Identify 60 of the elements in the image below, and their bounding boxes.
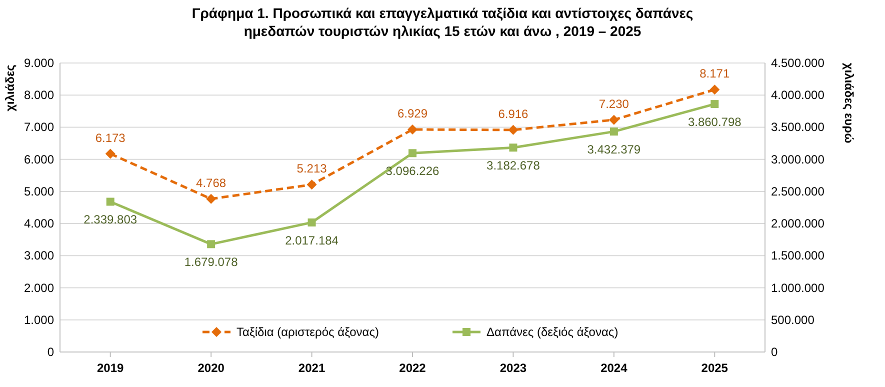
y2-tick-label: 4.500.000	[771, 56, 825, 70]
y-axis-title: χιλιάδες	[3, 64, 17, 112]
x-tick-label: 2022	[399, 361, 426, 375]
point	[608, 114, 619, 125]
point	[106, 198, 114, 206]
point	[206, 194, 216, 204]
point	[509, 144, 518, 152]
point	[710, 100, 719, 108]
data-label: 5.213	[296, 162, 328, 176]
legend-label: Ταξίδια (αριστερός άξονας)	[236, 325, 380, 339]
data-label: 3.432.379	[587, 142, 641, 157]
y2-tick-label: 1.000.000	[771, 280, 825, 295]
y2-tick-label: 4.000.000	[771, 88, 825, 102]
data-label: 8.171	[700, 66, 730, 81]
x-tick-label: 2021	[298, 361, 326, 375]
y2-tick-label: 1.500.000	[771, 248, 825, 263]
y-tick-label: 7.000	[24, 120, 54, 134]
data-label: 6.929	[397, 106, 428, 120]
y-tick-label: 4.000	[24, 216, 54, 231]
y2-axis-title: χιλιάδες ευρώ	[842, 62, 856, 144]
y2-tick-label: 500.000	[771, 312, 815, 327]
y2-tick-label: 3.500.000	[771, 120, 825, 134]
point	[610, 128, 618, 136]
y-tick-label: 5.000	[24, 184, 54, 198]
data-label: 6.173	[95, 130, 126, 145]
point	[207, 240, 216, 248]
y2-tick-label: 3.000.000	[771, 152, 825, 166]
y-tick-label: 0	[47, 345, 54, 359]
point	[710, 84, 720, 95]
data-label: 3.096.226	[386, 164, 440, 178]
y2-tick-label: 2.000.000	[771, 216, 825, 231]
data-label: 4.768	[196, 176, 226, 190]
x-tick-label: 2020	[198, 361, 225, 375]
point	[308, 218, 316, 226]
y-tick-label: 9.000	[24, 56, 54, 70]
data-label: 3.860.798	[688, 115, 742, 130]
y-tick-label: 2.000	[24, 280, 54, 295]
y-tick-label: 3.000	[24, 248, 54, 263]
data-label: 2.339.803	[84, 212, 138, 227]
y-tick-label: 8.000	[24, 88, 54, 102]
x-tick-label: 2025	[701, 361, 728, 375]
data-label: 1.679.078	[184, 255, 238, 270]
x-tick-label: 2023	[500, 361, 527, 375]
y2-tick-label: 2.500.000	[771, 184, 825, 198]
point	[105, 148, 116, 159]
y2-tick-label: 0	[771, 345, 778, 359]
point	[408, 149, 416, 158]
point	[306, 180, 317, 190]
point	[508, 124, 518, 135]
data-label: 7.230	[598, 96, 630, 111]
data-label: 3.182.678	[486, 158, 540, 173]
chart-title: Γράφημα 1. Προσωπικά και επαγγελματικά ταξίδια και αντίστοιχες δαπάνες ημεδαπών τουριστών ηλικίας 15 ετών και άνω , 2019 – 2025	[192, 5, 694, 39]
data-label: 6.916	[498, 106, 529, 121]
x-tick-label: 2019	[97, 361, 124, 375]
legend-label: Δαπάνες (δεξιός άξονας)	[486, 325, 618, 339]
y-tick-label: 1.000	[24, 312, 54, 327]
x-tick-label: 2024	[600, 361, 628, 375]
data-label: 2.017.184	[285, 233, 339, 248]
point	[408, 124, 418, 134]
y-tick-label: 6.000	[24, 152, 54, 166]
